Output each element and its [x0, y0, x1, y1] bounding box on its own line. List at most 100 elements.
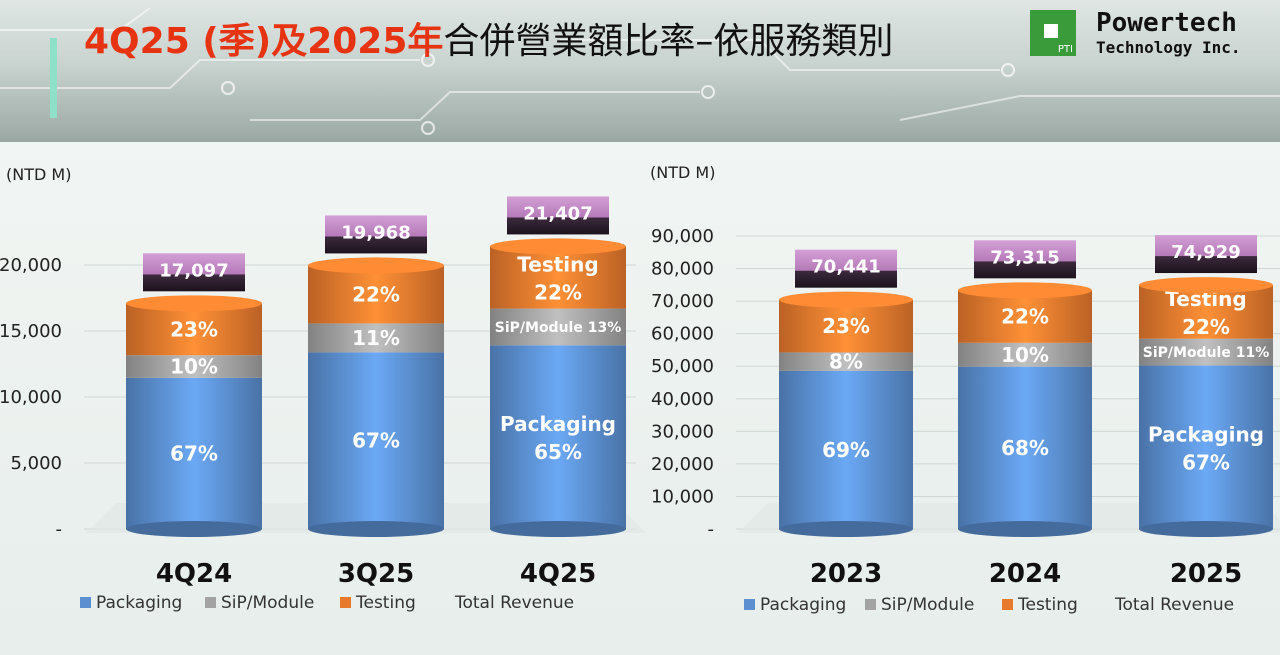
bar-base — [779, 521, 913, 537]
legend-swatch — [744, 599, 755, 610]
total-revenue-box — [325, 215, 427, 254]
bar-segment-packaging — [779, 370, 913, 529]
y-tick-label: 10,000 — [651, 486, 714, 507]
legend-swatch — [205, 597, 216, 608]
charts-canvas: (NTD M) - 5,000 10,000 15,000 20,000 67% 10% 23%… — [0, 163, 1280, 615]
bar-segment-sip-module — [308, 323, 444, 353]
legend-entry: Testing — [1017, 595, 1078, 615]
legend-swatch — [1002, 599, 1013, 610]
legend-swatch — [865, 599, 876, 610]
total-revenue-label: 74,929 — [1171, 242, 1240, 263]
bar-segment-sip-module — [490, 308, 626, 346]
header-banner: 4Q25 (季)及2025年合併營業額比率–依服務類別 PTI Powertec… — [0, 0, 1280, 142]
bar-segment-testing — [1139, 285, 1273, 339]
bar-top-cap — [308, 257, 444, 274]
bar-base — [1139, 521, 1273, 537]
bar-segment-label: 65% — [534, 440, 582, 464]
total-revenue-label: 70,441 — [811, 257, 880, 278]
legend-entry: Packaging — [96, 593, 182, 613]
y-tick-label: 80,000 — [651, 259, 714, 280]
total-revenue-box — [1155, 235, 1257, 274]
x-category-label: 2024 — [989, 559, 1061, 589]
bar-segment-label: 23% — [170, 317, 218, 341]
y-tick-label: 60,000 — [651, 324, 714, 345]
total-revenue-label: 17,097 — [159, 260, 228, 281]
legend-swatch — [80, 597, 91, 608]
bar-top-cap — [779, 291, 913, 308]
page-title-main: 合併營業額比率–依服務類別 — [443, 21, 894, 62]
company-logo-icon: PTI — [1030, 10, 1076, 56]
bar-segment-label: 23% — [822, 314, 870, 338]
legend-entry: Packaging — [760, 595, 846, 615]
bar-segment-packaging — [308, 352, 444, 529]
bar-base — [126, 521, 262, 537]
company-name: Powertech — [1096, 8, 1237, 38]
x-category-label: 2025 — [1170, 559, 1242, 589]
bar-segment-testing — [958, 290, 1092, 343]
legend-entry: Testing — [355, 593, 416, 613]
bar-segment-packaging — [1139, 365, 1273, 529]
y-tick-label: 50,000 — [651, 356, 714, 377]
bar-base — [308, 521, 444, 537]
bar-segment-label: 22% — [1182, 315, 1230, 339]
x-category-label: 4Q25 — [520, 559, 596, 589]
x-category-label: 2023 — [810, 559, 882, 589]
legend-entry: Total Revenue — [454, 593, 574, 613]
accent-bar — [50, 38, 57, 118]
page-title: 4Q25 (季)及2025年合併營業額比率–依服務類別 — [84, 12, 893, 64]
y-axis-unit-label: (NTD M) — [650, 163, 715, 182]
bar-segment-sip-module — [779, 352, 913, 371]
y-tick-label: 30,000 — [651, 421, 714, 442]
total-revenue-label: 21,407 — [523, 203, 592, 224]
chart-panel: (NTD M) - 5,000 10,000 15,000 20,000 67% 10% 23%… — [0, 142, 1280, 655]
bar-segment-packaging — [958, 366, 1092, 529]
bar-segment-sip-module — [126, 355, 262, 378]
y-tick-label: 40,000 — [651, 389, 714, 410]
bar-segment-label: 68% — [1001, 436, 1049, 460]
x-category-label: 3Q25 — [338, 559, 414, 589]
y-tick-label: 5,000 — [10, 453, 62, 474]
logo-mark-text: PTI — [1057, 44, 1073, 55]
bar-segment-label: SiP/Module 13% — [495, 320, 621, 336]
bar-segment-sip-module — [1139, 338, 1273, 366]
y-tick-label: 90,000 — [651, 226, 714, 247]
bar-segment-label: 22% — [534, 281, 582, 305]
legend-swatch — [340, 597, 351, 608]
bar-segment-label: 22% — [1001, 305, 1049, 329]
total-revenue-box — [143, 253, 245, 292]
company-subname: Technology Inc. — [1096, 38, 1241, 57]
bar-segment-label: 67% — [170, 441, 218, 465]
total-revenue-label: 19,968 — [341, 222, 410, 243]
total-revenue-box — [795, 249, 897, 288]
bar-segment-packaging — [490, 345, 626, 529]
circuit-background-graphic — [0, 7, 1280, 135]
total-revenue-label: 73,315 — [990, 247, 1059, 268]
bar-segment-label: 69% — [822, 438, 870, 462]
bar-segment-label: 22% — [352, 282, 400, 306]
bar-segment-label: SiP/Module 11% — [1143, 345, 1269, 361]
bar-segment-testing — [308, 265, 444, 324]
y-tick-label: 10,000 — [0, 387, 62, 408]
bar-top-cap — [490, 238, 626, 255]
bar-top-cap — [1139, 277, 1273, 294]
bar-segment-label: 11% — [352, 326, 400, 350]
x-category-label: 4Q24 — [156, 559, 232, 589]
bar-base — [958, 521, 1092, 537]
bar-base — [490, 521, 626, 537]
total-revenue-box — [507, 196, 609, 235]
y-tick-label: 70,000 — [651, 291, 714, 312]
legend-entry: SiP/Module — [881, 595, 974, 615]
bar-segment-testing — [779, 299, 913, 353]
bar-segment-label: 67% — [1182, 450, 1230, 474]
total-revenue-box — [974, 240, 1076, 279]
bar-top-cap — [126, 295, 262, 312]
bar-segment-label: 67% — [352, 429, 400, 453]
bar-series-name: Testing — [517, 253, 598, 277]
bar-segment-label: 10% — [1001, 343, 1049, 367]
bar-series-name: Packaging — [1148, 422, 1264, 446]
legend-entry: Total Revenue — [1114, 595, 1234, 615]
bar-top-cap — [958, 282, 1092, 299]
page-title-highlight: 4Q25 (季)及2025年 — [84, 21, 444, 62]
y-axis-unit-label: (NTD M) — [6, 165, 71, 184]
y-tick-label: 20,000 — [651, 454, 714, 475]
